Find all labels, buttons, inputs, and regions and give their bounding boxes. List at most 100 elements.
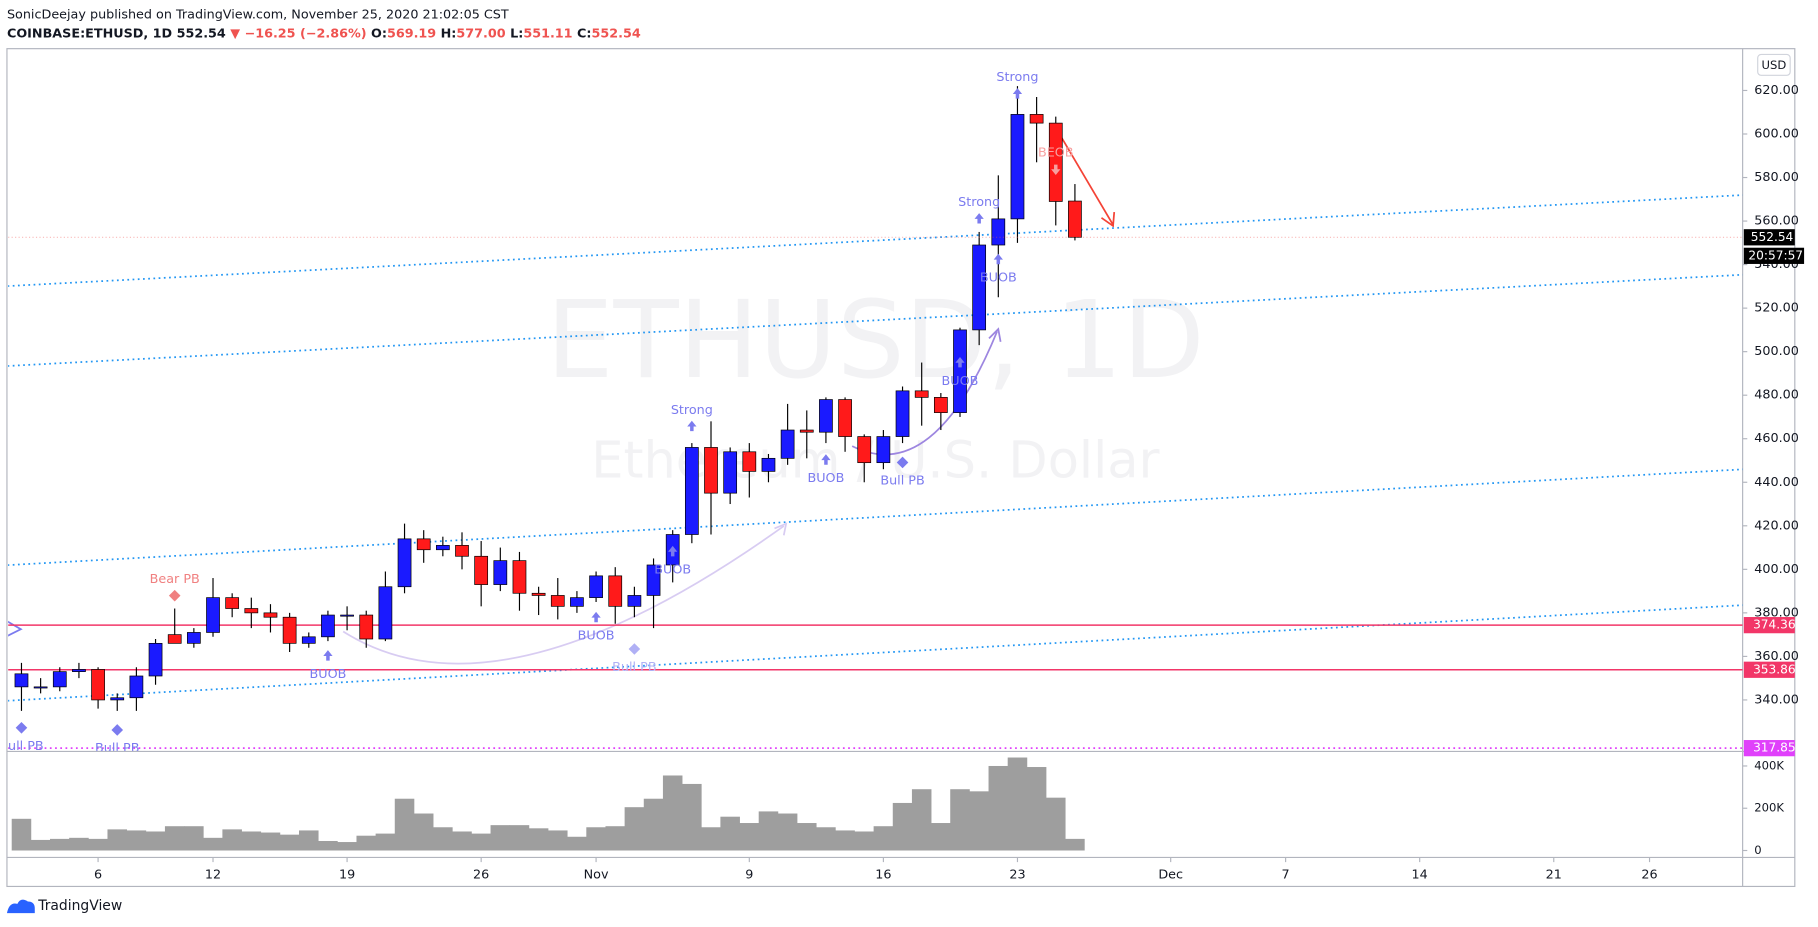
volume-bar bbox=[337, 842, 357, 851]
volume-tick-label: 400K bbox=[1754, 758, 1784, 772]
volume-bar bbox=[682, 783, 702, 851]
drawings bbox=[8, 133, 1116, 665]
annotation-label: Strong bbox=[671, 403, 713, 418]
candle-body bbox=[340, 614, 354, 617]
arrow-up-marker bbox=[1012, 88, 1023, 99]
trend-line bbox=[8, 468, 1743, 566]
candle-body bbox=[608, 575, 623, 607]
candle-body bbox=[723, 451, 738, 494]
candle-body bbox=[550, 595, 565, 607]
x-tick-label: 7 bbox=[1282, 867, 1290, 882]
curve bbox=[851, 331, 998, 456]
candle-body bbox=[91, 669, 105, 701]
volume-bar bbox=[164, 826, 185, 851]
price-pane: Strong Strong Strong BUOB BUOB BUOB BUOB BUOB BU… bbox=[8, 70, 1743, 751]
volume-tick-label: 200K bbox=[1754, 801, 1784, 815]
quote-line: COINBASE:ETHUSD, 1D 552.54 ▼ −16.25 (−2.… bbox=[7, 26, 641, 41]
candle-body bbox=[110, 697, 125, 701]
x-tick-label: 19 bbox=[339, 867, 355, 882]
volume-bar bbox=[720, 816, 740, 851]
volume-bar bbox=[279, 834, 300, 851]
x-tick-label: 9 bbox=[745, 867, 753, 882]
candle-body bbox=[1029, 114, 1044, 124]
diamond-marker bbox=[896, 456, 909, 469]
annotation-label: Strong bbox=[958, 195, 1000, 210]
arrow-down-marker bbox=[1051, 164, 1061, 176]
countdown-tag bbox=[1743, 247, 1805, 264]
currency-label: USD bbox=[1762, 58, 1787, 72]
volume-bar bbox=[203, 837, 223, 851]
y-tick-label: 340.00 bbox=[1754, 692, 1799, 707]
y-tick-label: 560.00 bbox=[1754, 214, 1799, 229]
level-label: 353.86 bbox=[1753, 662, 1796, 676]
volume-bar bbox=[30, 839, 51, 851]
volume-bar bbox=[1046, 797, 1066, 851]
candle-body bbox=[780, 429, 795, 459]
candle-body bbox=[129, 675, 144, 699]
volume-bar bbox=[126, 830, 147, 851]
arrowhead bbox=[1100, 211, 1116, 228]
curve-arrowhead bbox=[774, 522, 788, 536]
level-tag bbox=[1743, 617, 1795, 634]
candle-body bbox=[33, 686, 48, 689]
candle-body bbox=[1068, 200, 1082, 238]
y-tick-label: 420.00 bbox=[1754, 518, 1799, 533]
volume-bar bbox=[816, 827, 836, 851]
volume-bar bbox=[950, 789, 970, 851]
volume-bar bbox=[1065, 838, 1085, 851]
candle-body bbox=[857, 436, 872, 464]
logo-cloud bbox=[6, 899, 35, 914]
volume-bar bbox=[222, 829, 242, 851]
candle-body bbox=[186, 632, 201, 644]
brand: TradingView bbox=[37, 898, 122, 914]
volume-bar bbox=[107, 829, 128, 851]
annotation-label: BUOB bbox=[980, 271, 1017, 286]
currency-button[interactable] bbox=[1757, 53, 1791, 76]
volume-bar bbox=[701, 827, 721, 851]
x-tick-label: 26 bbox=[473, 867, 489, 882]
candle-body bbox=[52, 671, 67, 688]
volume-bar bbox=[739, 823, 760, 851]
volume-bar bbox=[1007, 757, 1028, 851]
candle-body bbox=[435, 545, 450, 551]
candle-body bbox=[416, 538, 431, 551]
volume-bar bbox=[260, 832, 281, 851]
annotation-label: BUOB bbox=[309, 667, 346, 682]
annotation-label: BUOB bbox=[807, 471, 844, 486]
volume-bar bbox=[931, 823, 951, 851]
candle-body bbox=[72, 669, 86, 672]
candle-body bbox=[972, 244, 987, 331]
candle-body bbox=[1010, 114, 1025, 220]
candle-body bbox=[282, 616, 297, 644]
volume-bar bbox=[88, 838, 108, 851]
annotation-label: Bear PB bbox=[150, 572, 200, 587]
candle-body bbox=[167, 634, 182, 644]
last-price: 552.54 bbox=[177, 26, 226, 41]
ohlc-key: H: bbox=[441, 26, 457, 41]
volume-bar bbox=[605, 826, 626, 851]
volume-bar bbox=[988, 765, 1009, 851]
watermark-name: Ethereum / U.S. Dollar bbox=[591, 432, 1159, 491]
y-tick-label: 400.00 bbox=[1754, 562, 1799, 577]
curve-arrowhead bbox=[988, 327, 1002, 342]
volume-bar bbox=[567, 836, 587, 851]
annotation-label: Strong bbox=[996, 70, 1038, 85]
y-tick-label: 620.00 bbox=[1754, 83, 1799, 98]
x-tick-label: 6 bbox=[94, 867, 102, 882]
y-tick-label: 460.00 bbox=[1754, 431, 1799, 446]
candle-body bbox=[819, 399, 833, 433]
chart-frame bbox=[6, 48, 1796, 888]
ohlc-key: L: bbox=[510, 26, 523, 41]
volume-bar bbox=[490, 825, 511, 851]
y-tick-label: 440.00 bbox=[1754, 475, 1799, 490]
volume-bar bbox=[509, 825, 530, 851]
volume-bar bbox=[911, 789, 932, 851]
annotation-label: BUOB bbox=[942, 374, 979, 389]
trend-line bbox=[8, 273, 1743, 367]
candle-body bbox=[570, 597, 584, 607]
candle-body bbox=[244, 608, 259, 614]
x-tick-label: 14 bbox=[1412, 867, 1428, 882]
x-tick-label: 26 bbox=[1641, 867, 1657, 882]
volume-bar bbox=[452, 831, 472, 851]
